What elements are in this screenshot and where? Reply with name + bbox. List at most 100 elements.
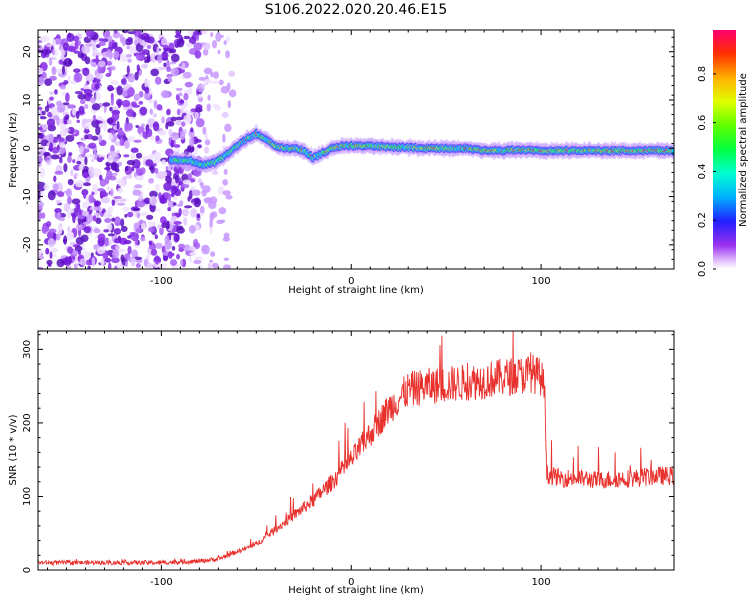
noise-blob: [175, 233, 180, 242]
noise-blob: [38, 132, 44, 140]
noise-blob: [211, 262, 219, 269]
noise-blob: [50, 154, 60, 160]
noise-blob: [136, 212, 141, 219]
noise-blob: [110, 80, 119, 85]
noise-blob: [135, 124, 140, 129]
noise-blob: [201, 188, 207, 197]
noise-blob: [58, 118, 64, 123]
noise-blob: [100, 258, 105, 267]
noise-blob: [171, 212, 176, 217]
noise-blob: [56, 117, 60, 126]
colorbar-tick-label: 0.0: [697, 261, 708, 277]
noise-blob: [48, 228, 57, 234]
snr-ytick-label: 0: [22, 567, 33, 573]
noise-blob: [176, 225, 184, 231]
noise-blob: [123, 154, 130, 158]
noise-blob: [120, 254, 125, 263]
snr-xtick-label: 0: [348, 577, 354, 588]
noise-blob: [72, 159, 76, 164]
noise-blob: [141, 123, 145, 128]
noise-blob: [154, 255, 160, 265]
noise-blob: [154, 242, 163, 249]
noise-blob: [137, 125, 145, 135]
noise-blob: [39, 167, 46, 178]
noise-blob: [59, 157, 63, 164]
spectrogram-ytick-label: -20: [22, 237, 33, 253]
noise-blob: [180, 183, 190, 189]
noise-blob: [130, 257, 136, 267]
noise-blob: [183, 205, 193, 209]
noise-blob: [150, 248, 158, 256]
noise-blob: [49, 96, 54, 101]
noise-blob: [120, 225, 128, 233]
noise-blob: [107, 155, 114, 163]
noise-blob: [60, 129, 66, 136]
noise-blob: [54, 89, 58, 95]
snr-xtick-label: -100: [150, 577, 173, 588]
noise-blob: [140, 236, 146, 242]
noise-blob: [135, 32, 139, 38]
noise-blob: [143, 92, 151, 100]
noise-blob: [73, 68, 81, 73]
noise-blob: [130, 147, 139, 153]
snr-panel: -100 0 100 0 100 200 300 Height of straight li…: [8, 330, 675, 596]
noise-blob: [82, 250, 91, 260]
noise-blob: [111, 257, 120, 264]
colorbar: 0.0 0.2 0.4 0.6 0.8 Normalized spectral ampl…: [697, 30, 749, 277]
noise-blob: [119, 137, 124, 147]
noise-blob: [128, 116, 137, 120]
noise-blob: [55, 199, 61, 204]
noise-blob: [190, 208, 198, 218]
noise-blob: [135, 54, 142, 61]
noise-blob: [134, 71, 139, 81]
noise-blob: [103, 229, 110, 233]
noise-blob: [130, 236, 136, 240]
noise-blob: [228, 70, 236, 77]
noise-blob: [127, 245, 132, 255]
noise-blob: [72, 108, 77, 116]
noise-blob: [222, 190, 231, 196]
noise-blob: [196, 213, 201, 219]
noise-blob: [164, 239, 172, 250]
noise-blob: [186, 146, 195, 152]
noise-blob: [166, 224, 170, 230]
noise-blob: [74, 90, 83, 95]
noise-blob: [104, 175, 110, 185]
noise-blob: [57, 103, 66, 114]
noise-blob: [147, 220, 154, 228]
noise-blob: [74, 245, 83, 252]
noise-blob: [179, 130, 186, 140]
noise-blob: [79, 258, 87, 266]
noise-blob: [116, 261, 121, 269]
noise-blob: [93, 48, 99, 54]
noise-blob: [66, 45, 76, 52]
noise-blob: [154, 183, 161, 193]
noise-blob: [116, 202, 126, 206]
noise-blob: [138, 90, 144, 98]
noise-blob: [228, 89, 237, 98]
noise-blob: [127, 211, 134, 218]
noise-blob: [99, 191, 109, 197]
noise-blob: [83, 88, 93, 95]
noise-blob: [91, 103, 101, 111]
noise-blob: [132, 189, 142, 196]
noise-blob: [176, 253, 181, 260]
noise-blob: [104, 257, 112, 263]
noise-blob: [86, 133, 93, 140]
noise-blob: [54, 207, 62, 214]
noise-blob: [200, 83, 206, 88]
noise-blob: [38, 150, 45, 156]
noise-blob: [65, 134, 75, 142]
noise-blob: [67, 104, 77, 109]
noise-blob: [119, 53, 128, 63]
noise-blob: [183, 114, 192, 124]
noise-blob: [204, 133, 209, 140]
noise-blob: [112, 31, 121, 39]
noise-blob: [68, 152, 73, 157]
noise-blob: [179, 200, 184, 206]
noise-blob: [88, 142, 97, 149]
noise-blob: [61, 65, 66, 75]
noise-blob: [173, 221, 182, 225]
